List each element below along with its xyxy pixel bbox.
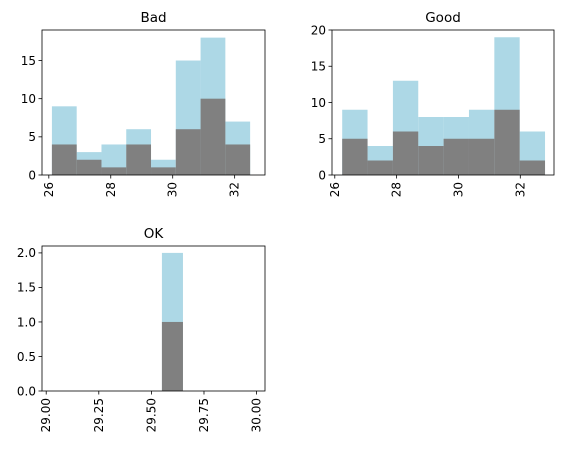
y-tick-label: 5 (318, 132, 326, 146)
y-tick-label: 15 (311, 60, 326, 74)
y-tick-label: 0 (28, 168, 36, 182)
plot-area-bad: 0 5 10 15 26 28 30 32 (21, 29, 266, 197)
bar-series1-bin3 (418, 146, 444, 175)
bar-series1-bin0 (51, 144, 77, 175)
panel-title-good: Good (425, 10, 461, 26)
x-tick-label: 28 (390, 182, 404, 197)
bar-series1-bin0 (161, 321, 183, 391)
x-tick-label: 32 (513, 182, 527, 197)
y-tick-label: 1.5 (17, 281, 36, 295)
y-tick-label: 0 (318, 168, 326, 182)
panel-title-bad: Bad (140, 10, 166, 26)
bar-series1-bin6 (200, 98, 226, 175)
y-tick-label: 10 (21, 92, 36, 106)
x-tick-label: 29.00 (39, 398, 53, 432)
x-tick-label: 26 (328, 182, 342, 197)
bar-series1-bin4 (151, 167, 176, 175)
y-tick-label: 0.5 (17, 350, 36, 364)
panel-ok: OK 0.0 0.5 1.0 1.5 2.0 29.00 29.25 29.50 29.75 30… (17, 226, 266, 432)
bar-series1-bin0 (342, 138, 368, 175)
y-tick-label: 5 (28, 130, 36, 144)
axes-frame (41, 245, 266, 392)
x-tick-label: 32 (228, 182, 242, 197)
bar-series1-bin5 (175, 129, 201, 175)
x-tick-label: 29.25 (92, 398, 106, 432)
bar-series1-bin7 (225, 144, 251, 175)
panel-bad: Bad 0 5 10 15 26 28 30 32 (21, 10, 266, 197)
x-tick-label: 29.50 (144, 398, 158, 432)
plot-area-good: 0 5 10 15 20 26 28 30 32 (311, 23, 555, 197)
x-tick-label: 26 (42, 182, 56, 197)
y-tick-label: 0.0 (17, 384, 36, 398)
y-tick-label: 10 (311, 96, 326, 110)
bar-series1-bin7 (519, 160, 546, 175)
y-tick-label: 20 (311, 23, 326, 37)
bar-series1-bin4 (443, 138, 469, 175)
bar-series1-bin2 (101, 167, 127, 175)
bar-series1-bin5 (468, 138, 495, 175)
panel-good: Good 0 5 10 15 20 26 28 30 32 (311, 10, 555, 197)
panel-title-ok: OK (144, 226, 165, 242)
x-tick-label: 30 (166, 182, 180, 197)
bar-series1-bin2 (392, 131, 419, 175)
x-tick-label: 30.00 (250, 398, 264, 432)
plot-area-ok: 0.0 0.5 1.0 1.5 2.0 29.00 29.25 29.50 29.75 30.00 (17, 245, 266, 432)
x-tick-label: 29.75 (197, 398, 211, 432)
bar-series1-bin3 (126, 144, 152, 175)
bar-series1-bin1 (76, 159, 102, 175)
axes-frame (41, 29, 266, 176)
bar-series1-bin1 (367, 160, 393, 175)
y-tick-label: 2.0 (17, 246, 36, 260)
bar-series1-bin6 (494, 109, 520, 175)
y-tick-label: 1.0 (17, 315, 36, 329)
y-tick-label: 15 (21, 54, 36, 68)
x-tick-label: 28 (104, 182, 118, 197)
x-tick-label: 30 (451, 182, 465, 197)
